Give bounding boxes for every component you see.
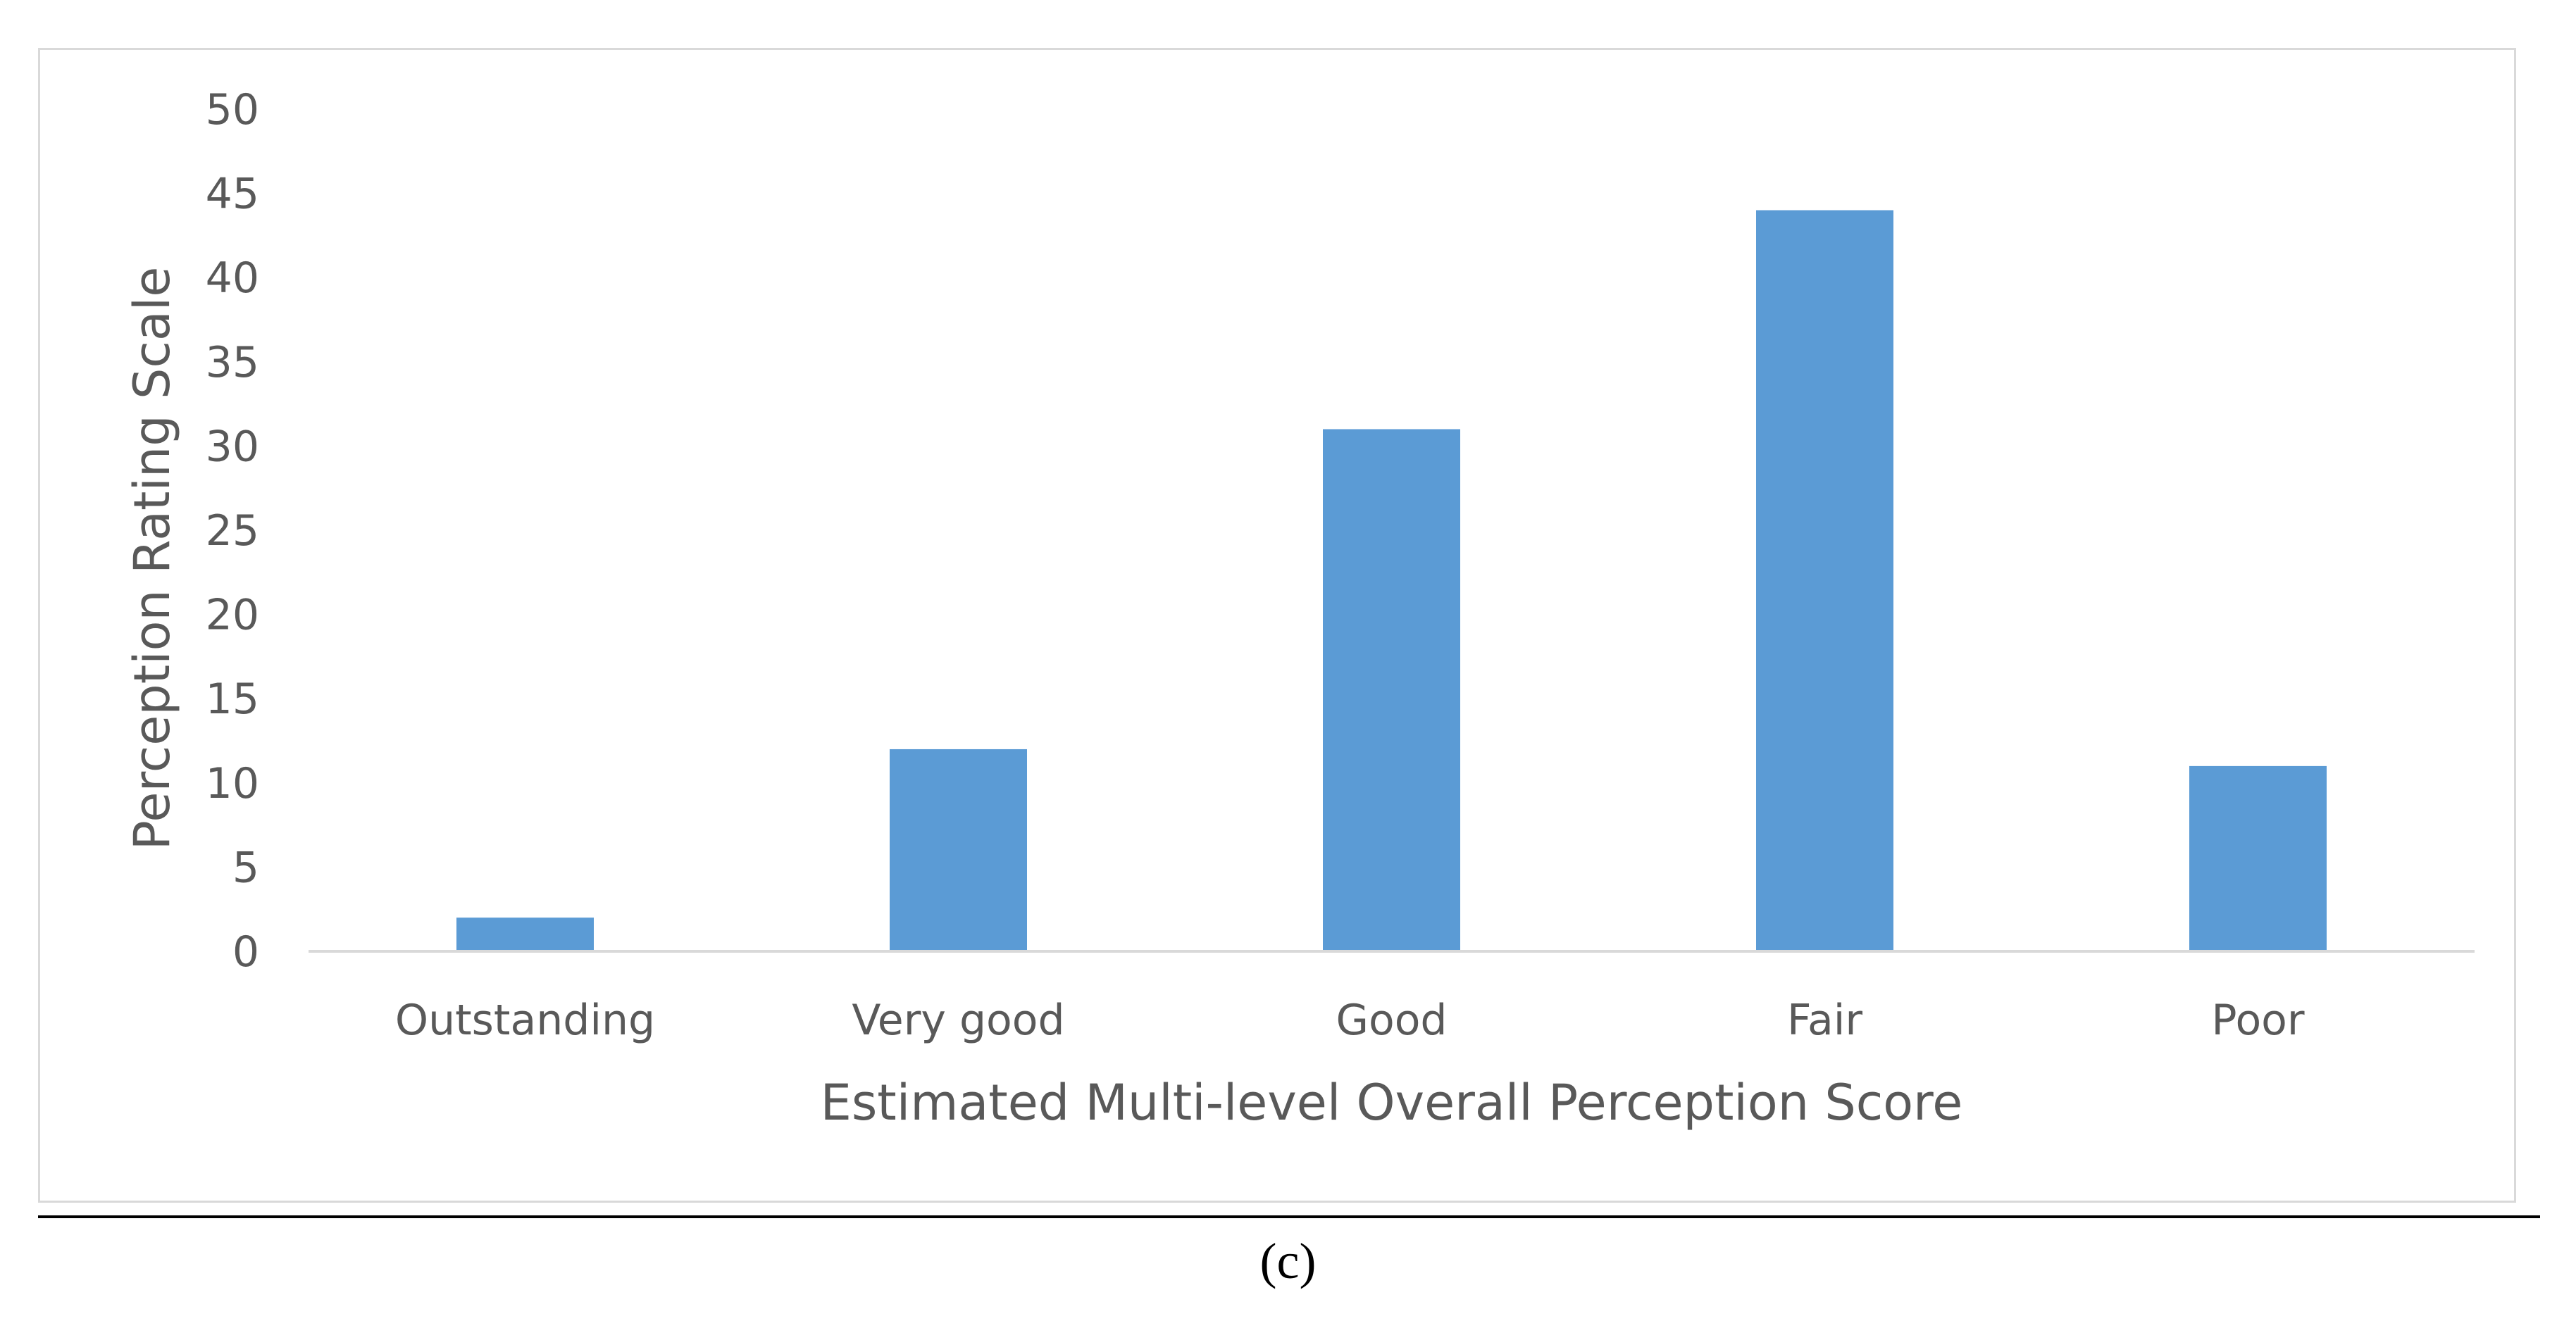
y-tick-label: 0	[232, 927, 259, 977]
y-tick-label: 5	[232, 843, 259, 892]
chart-frame	[38, 48, 2516, 1203]
x-tick-label: Poor	[2211, 996, 2304, 1045]
x-axis-ticks: Outstanding Very good Good Fair Poor	[395, 996, 2305, 1045]
y-tick-label: 40	[206, 253, 259, 303]
y-axis-ticks: 0 5 10 15 20 25 30 35 40 45 50	[206, 85, 259, 977]
x-tick-label: Outstanding	[395, 996, 655, 1045]
x-tick-label: Good	[1336, 996, 1448, 1045]
bar-poor	[2189, 765, 2327, 951]
bar-good	[1323, 429, 1460, 951]
bar-outstanding	[456, 918, 594, 951]
y-tick-label: 35	[206, 338, 259, 387]
y-tick-label: 30	[206, 422, 259, 471]
x-axis-title: Estimated Multi-level Overall Perception…	[821, 1074, 1963, 1132]
y-tick-label: 15	[206, 675, 259, 724]
y-tick-label: 25	[206, 506, 259, 556]
figure-caption: (c)	[1259, 1233, 1317, 1289]
y-tick-label: 50	[206, 85, 259, 134]
bar-very-good	[890, 749, 1027, 951]
y-tick-label: 45	[206, 170, 259, 219]
bar-fair	[1756, 210, 1893, 951]
x-tick-label: Very good	[852, 996, 1064, 1045]
y-tick-label: 10	[206, 759, 259, 808]
bar-series	[456, 210, 2327, 951]
y-axis-title: Perception Rating Scale	[123, 267, 181, 851]
y-tick-label: 20	[206, 591, 259, 640]
bottom-rule	[38, 1215, 2540, 1218]
x-tick-label: Fair	[1787, 996, 1862, 1045]
